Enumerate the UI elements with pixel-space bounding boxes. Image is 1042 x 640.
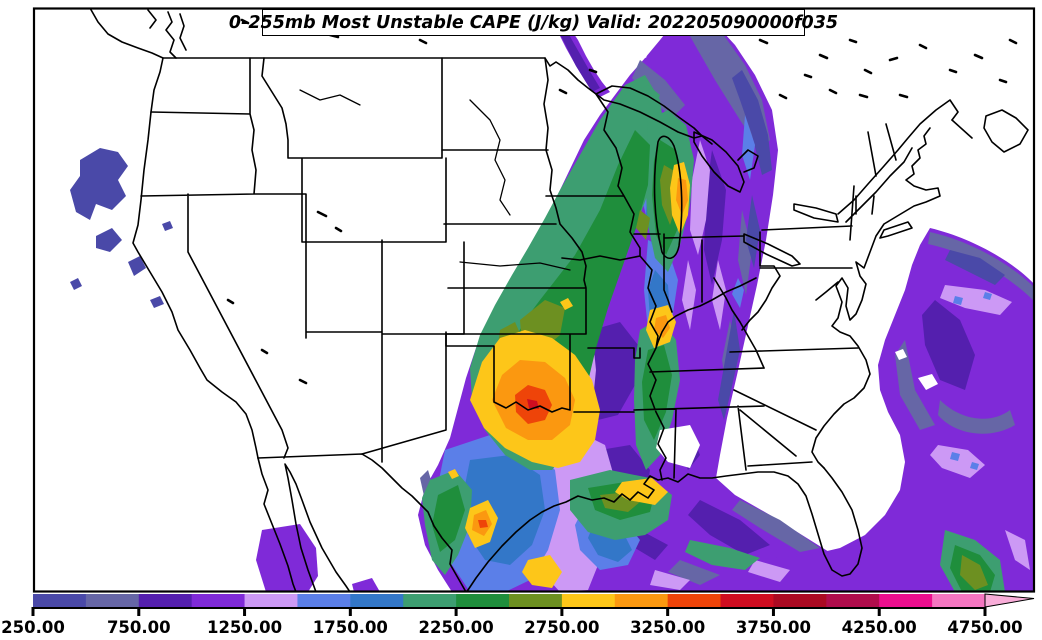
rivers xyxy=(299,89,571,271)
colorbar: 250.00 750.00 1250.00 1750.00 2250.00 2750.00… xyxy=(1,593,1035,637)
state-borders-east xyxy=(713,123,897,457)
colorbar-tick-label: 4750.00 xyxy=(947,618,1022,637)
colorbar-tick xyxy=(560,607,564,616)
colorbar-segment-3000 xyxy=(614,594,669,607)
colorbar-segment-2500 xyxy=(509,594,563,607)
map-title: 0-255mb Most Unstable CAPE (J/kg) Valid:… xyxy=(228,12,839,33)
colorbar-tick-label: 250.00 xyxy=(1,618,65,637)
colorbar-segment-1000 xyxy=(191,594,246,607)
colorbar-tick-label: 3250.00 xyxy=(630,618,705,637)
colorbar-tick xyxy=(877,607,881,616)
colorbar-tick-label: 2750.00 xyxy=(524,618,599,637)
colorbar-tick xyxy=(348,607,352,616)
map-boundaries xyxy=(89,9,1029,591)
map-frame xyxy=(32,7,1036,593)
colorbar-segment-2750 xyxy=(561,594,616,607)
colorbar-segment-2250 xyxy=(456,594,510,607)
colorbar-segment-250 xyxy=(33,594,87,607)
colorbar-tick-label: 4250.00 xyxy=(842,618,917,637)
colorbar-tick xyxy=(454,607,458,616)
cape-field xyxy=(70,9,1034,591)
colorbar-tick xyxy=(137,607,141,616)
colorbar-segment-4250 xyxy=(879,594,933,607)
state-borders-midwest xyxy=(545,93,813,481)
colorbar-tick-label: 1250.00 xyxy=(207,618,282,637)
cape-holes xyxy=(636,40,938,468)
coastline-atlantic xyxy=(811,127,941,469)
state-borders-west xyxy=(140,57,465,463)
colorbar-baseline xyxy=(33,607,985,609)
colorbar-segment-1750 xyxy=(350,594,404,607)
colorbar-tick xyxy=(983,607,987,616)
colorbar-tick xyxy=(243,607,247,616)
title-box: 0-255mb Most Unstable CAPE (J/kg) Valid:… xyxy=(229,9,838,36)
colorbar-segment-1500 xyxy=(297,594,351,607)
colorbar-segment-3500 xyxy=(720,594,774,607)
border-mexico xyxy=(257,453,467,591)
colorbar-segment-4500 xyxy=(932,594,986,607)
colorbar-segment-3750 xyxy=(773,594,827,607)
lake-erie xyxy=(743,233,801,267)
cape-layer-darkblue xyxy=(70,70,1005,420)
cape-mexico-patch xyxy=(256,524,318,591)
coastline-florida-gulf xyxy=(466,467,863,591)
colorbar-segment-750 xyxy=(138,594,193,607)
colorbar-tick-label: 750.00 xyxy=(107,618,171,637)
colorbar-overflow-arrow xyxy=(984,593,1035,608)
colorbar-tick-label: 1750.00 xyxy=(313,618,388,637)
lake-ontario xyxy=(793,203,839,223)
colorbar-tick xyxy=(666,607,670,616)
colorbar-segment-2000 xyxy=(403,594,457,607)
colorbar-segment-500 xyxy=(85,594,140,607)
colorbar-segment-3250 xyxy=(667,594,722,607)
coastline-pacific xyxy=(89,9,259,459)
colorbar-tick xyxy=(31,607,35,616)
nova-scotia xyxy=(951,109,1029,153)
colorbar-tick xyxy=(771,607,775,616)
lake-michigan xyxy=(653,135,683,259)
lake-huron xyxy=(693,131,759,193)
colorbar-segment-4000 xyxy=(826,594,880,607)
colorbar-segment-1250 xyxy=(244,594,298,607)
colorbar-tick-label: 3750.00 xyxy=(736,618,811,637)
colorbar-tick-label: 2250.00 xyxy=(419,618,494,637)
cape-pacific-patch xyxy=(70,148,128,220)
border-canada xyxy=(162,57,597,95)
